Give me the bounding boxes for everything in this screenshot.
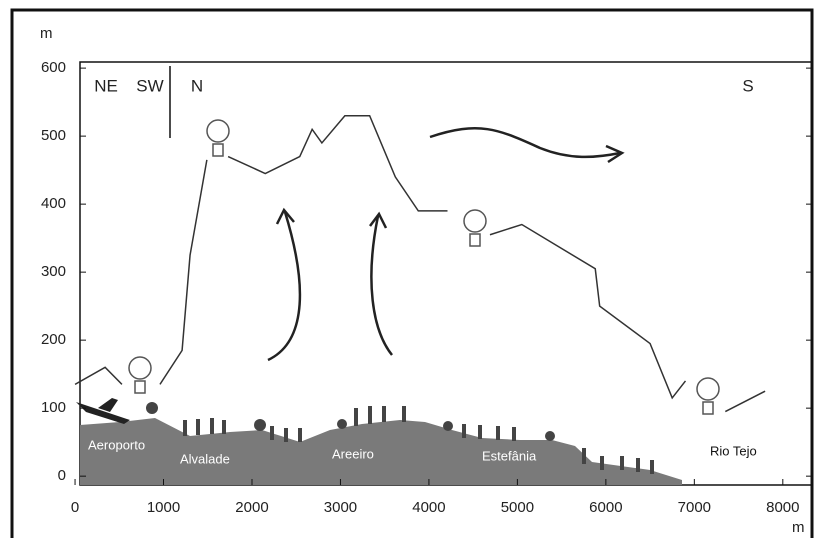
x-tick-label: 7000 — [678, 499, 711, 516]
direction-label: SW — [136, 76, 163, 95]
profile-line — [74, 114, 766, 413]
airplane — [76, 398, 130, 424]
x-tick-label: 6000 — [589, 499, 622, 516]
place-label: Aeroporto — [88, 437, 145, 452]
flow-arrows — [267, 127, 625, 362]
place-label: Alvalade — [180, 451, 230, 466]
y-tick-label: 400 — [41, 195, 66, 212]
x-tick-label: 8000 — [766, 499, 799, 516]
x-tick-label: 1000 — [147, 499, 180, 516]
direction-label: N — [191, 76, 203, 95]
place-label: Estefânia — [482, 448, 537, 463]
y-tick-label: 100 — [41, 399, 66, 416]
x-tick-label: 0 — [71, 499, 79, 516]
direction-label: S — [742, 76, 753, 95]
place-label: Areeiro — [332, 446, 374, 461]
y-tick-label: 600 — [41, 59, 66, 76]
y-tick-label: 0 — [58, 467, 66, 484]
y-axis-label: m — [40, 25, 53, 42]
x-tick-label: 3000 — [324, 499, 357, 516]
y-tick-label: 300 — [41, 263, 66, 280]
y-tick-label: 500 — [41, 127, 66, 144]
y-tick-label: 200 — [41, 331, 66, 348]
balloons — [128, 119, 720, 415]
place-label: Rio Tejo — [710, 443, 757, 458]
x-tick-label: 4000 — [412, 499, 445, 516]
x-tick-label: 5000 — [501, 499, 534, 516]
x-tick-label: 2000 — [235, 499, 268, 516]
trees — [146, 402, 654, 474]
direction-label: NE — [94, 76, 118, 95]
x-axis-label: m — [792, 519, 805, 536]
terrain — [80, 418, 682, 485]
